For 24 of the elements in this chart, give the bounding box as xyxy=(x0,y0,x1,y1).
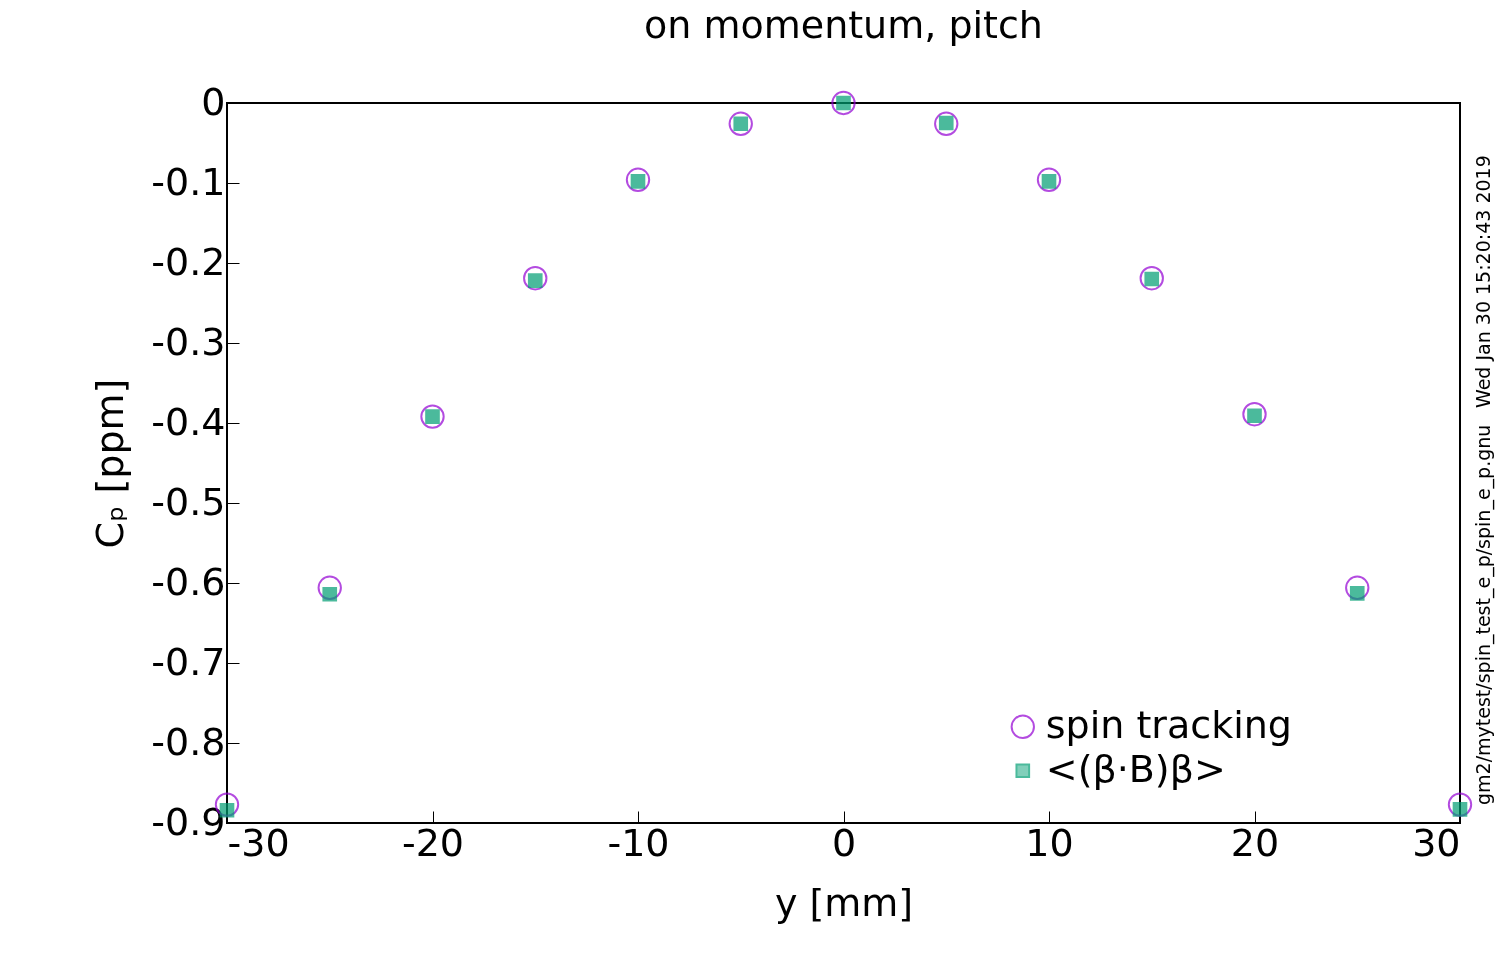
x-axis-title: y [mm] xyxy=(774,880,914,925)
y-tick-label: -0.6 xyxy=(151,559,226,604)
x-tick-label: 20 xyxy=(1230,820,1280,865)
chart-title: on momentum, pitch xyxy=(644,3,1043,47)
y-tick-label: -0.3 xyxy=(151,319,226,364)
x-tick-label: -20 xyxy=(401,820,465,865)
text: gm2/mytest/spin_test_e_p/spin_e_p.gnu xyxy=(1472,424,1495,805)
y-tick-label: -0.8 xyxy=(151,719,226,764)
x-tick-label: 0 xyxy=(831,820,857,865)
text: Wed Jan 30 15:20:43 2019 xyxy=(1472,155,1494,408)
x-tick-label: 10 xyxy=(1025,820,1074,865)
y-tick-label: -0.7 xyxy=(151,639,226,684)
y-tick-label: 0 xyxy=(201,79,226,124)
x-tick-label: 30 xyxy=(1412,820,1461,865)
y-tick-label: -0.2 xyxy=(151,239,226,284)
x-tick-label: -30 xyxy=(227,820,290,865)
y-tick-label: -0.4 xyxy=(151,399,226,444)
legend-label: spin tracking xyxy=(1045,702,1292,747)
legend-label: <(β·B)β> xyxy=(1045,746,1226,791)
y-tick-label: -0.1 xyxy=(151,159,226,204)
x-tick-label: -10 xyxy=(607,820,670,865)
y-axis-title: Cₚ [ppm] xyxy=(88,378,133,549)
y-tick-label: -0.5 xyxy=(151,479,226,524)
y-tick-label: -0.9 xyxy=(151,799,226,844)
